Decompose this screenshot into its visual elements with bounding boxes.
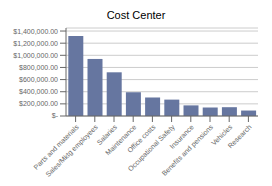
svg-text:Office costs: Office costs [125, 123, 157, 154]
svg-text:Salaries: Salaries [95, 123, 119, 147]
svg-text:$1,200,000.00: $1,200,000.00 [13, 40, 58, 47]
svg-text:$200,000.00: $200,000.00 [19, 100, 58, 107]
svg-text:Parts and materials: Parts and materials [32, 123, 80, 171]
svg-text:Vehicles: Vehicles [210, 123, 234, 147]
svg-text:$400,000.00: $400,000.00 [19, 88, 58, 95]
svg-text:Maintenance: Maintenance [104, 123, 138, 157]
html-text:Cost Center: Cost Center [106, 9, 166, 21]
svg-text:$-: $- [52, 112, 59, 119]
svg-text:Occupational Safety: Occupational Safety [126, 123, 176, 173]
svg-text:$800,000.00: $800,000.00 [19, 64, 58, 71]
svg-text:Benefits and pensions: Benefits and pensions [161, 123, 216, 178]
svg-text:$1,400,000.00: $1,400,000.00 [13, 28, 58, 35]
svg-text:$1,000,000.00: $1,000,000.00 [13, 52, 58, 59]
svg-text:Insurance: Insurance [168, 123, 195, 150]
svg-text:Sales/Mktg employees: Sales/Mktg employees [44, 123, 100, 178]
svg-text:$600,000.00: $600,000.00 [19, 76, 58, 83]
svg-text:Research: Research [226, 123, 252, 149]
